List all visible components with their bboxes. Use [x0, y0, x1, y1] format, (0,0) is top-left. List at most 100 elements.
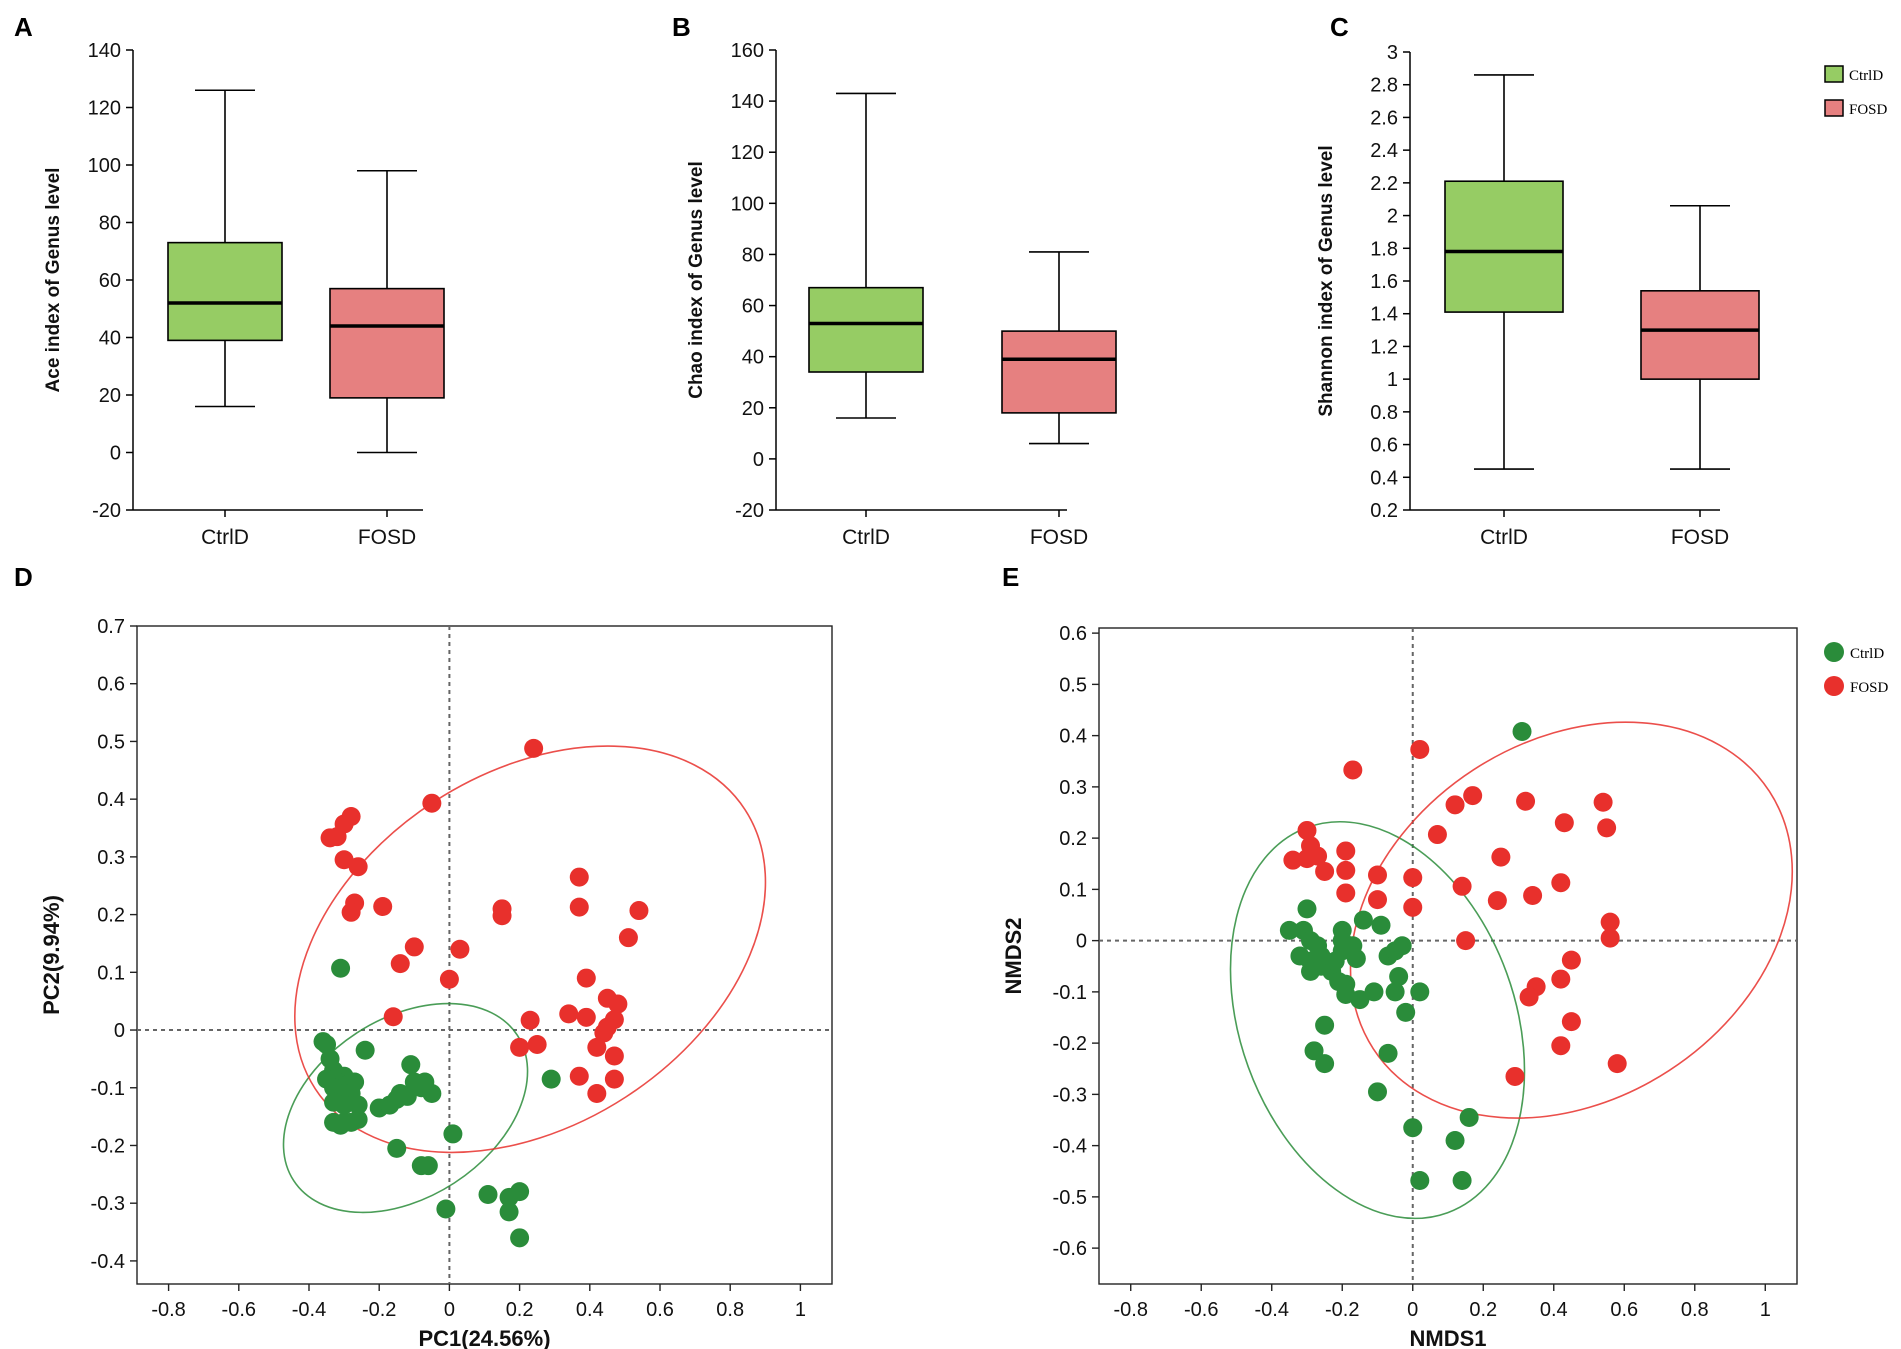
x-tick-label: FOSD — [1671, 526, 1729, 549]
y-tick-label: 1 — [1387, 369, 1398, 391]
data-point-fosd — [348, 857, 368, 877]
data-point-fosd — [1336, 883, 1356, 903]
box-ctrld — [167, 241, 283, 342]
panel-c-boxplot: C 0.2 0.4 0.6 0.8 1 1.2 1.4 1.6 1.8 2 2.2 2.4 2.6 2.8… — [1316, 12, 1760, 549]
y-tick-label: -20 — [735, 500, 764, 522]
panel-label-a: A — [14, 12, 33, 42]
panel-label-b: B — [672, 12, 691, 42]
x-tick-label: -0.6 — [222, 1299, 256, 1321]
data-point-ctrld — [436, 1199, 456, 1219]
y-tick-label: 0.6 — [97, 674, 125, 696]
data-point-ctrld — [443, 1124, 463, 1144]
data-point-fosd — [1297, 849, 1317, 869]
box-fosd — [1001, 330, 1117, 414]
y-tick-label: 40 — [99, 328, 121, 350]
y-tick-label: 0.2 — [97, 905, 125, 927]
data-point-fosd — [1403, 897, 1423, 917]
x-tick-label: 0.2 — [506, 1299, 534, 1321]
data-point-ctrld — [1392, 936, 1412, 956]
data-point-fosd — [1561, 1012, 1581, 1032]
data-point-fosd — [559, 1004, 579, 1024]
y-tick-label: 0.3 — [1059, 777, 1087, 799]
data-point-fosd — [1297, 820, 1317, 840]
data-point-ctrld — [387, 1138, 407, 1158]
data-point-fosd — [1487, 891, 1507, 911]
y-tick-label: 40 — [742, 347, 764, 369]
x-tick-label: 0.2 — [1469, 1299, 1497, 1321]
confidence-ellipse-fosd — [1349, 721, 1794, 1119]
y-tick-label: 0.7 — [97, 616, 125, 638]
y-tick-label: -0.2 — [91, 1135, 125, 1157]
data-point-fosd — [569, 867, 589, 887]
data-point-fosd — [1593, 792, 1613, 812]
data-point-fosd — [604, 1069, 624, 1089]
data-point-fosd — [618, 928, 638, 948]
x-axis-title-e: NMDS1 — [1409, 1326, 1486, 1349]
y-tick-label: 140 — [88, 40, 121, 62]
y-tick-label: 1.2 — [1370, 336, 1398, 358]
y-tick-label: 0.4 — [1059, 726, 1087, 748]
data-point-ctrld — [1315, 1054, 1335, 1074]
data-point-fosd — [1452, 876, 1472, 896]
y-tick-label: 160 — [731, 40, 764, 62]
scatter-legend: CtrlD FOSD — [1824, 642, 1889, 696]
plot-frame-e — [1098, 627, 1798, 1285]
data-point-fosd — [492, 906, 512, 926]
data-point-fosd — [1597, 818, 1617, 838]
data-point-fosd — [1315, 861, 1335, 881]
data-point-ctrld — [1410, 1170, 1430, 1190]
panel-label-d: D — [14, 562, 33, 592]
data-point-fosd — [1367, 865, 1387, 885]
data-point-ctrld — [355, 1040, 375, 1060]
legend-fosd-dot — [1824, 676, 1844, 696]
data-point-fosd — [629, 901, 649, 921]
x-tick-label: 0.6 — [1610, 1299, 1638, 1321]
data-point-fosd — [341, 806, 361, 826]
y-tick-label: -0.5 — [1053, 1187, 1087, 1209]
y-axis-title-b: Chao index of Genus level — [686, 161, 707, 399]
y-tick-label: -0.4 — [91, 1251, 125, 1273]
legend-ctrld-swatch — [1824, 65, 1844, 83]
y-tick-label: 0 — [110, 443, 121, 465]
y-tick-label: 20 — [742, 398, 764, 420]
data-point-fosd — [510, 1037, 530, 1057]
data-point-fosd — [390, 954, 410, 974]
data-point-ctrld — [348, 1095, 368, 1115]
boxplot-legend: CtrlD FOSD — [1824, 65, 1888, 118]
data-point-fosd — [439, 969, 459, 989]
data-point-ctrld — [334, 1095, 354, 1115]
data-point-ctrld — [1315, 1015, 1335, 1035]
data-point-fosd — [1600, 912, 1620, 932]
data-point-ctrld — [1403, 1118, 1423, 1138]
x-tick-label: 0.4 — [576, 1299, 604, 1321]
y-tick-label: 0.4 — [97, 789, 125, 811]
data-point-fosd — [524, 738, 544, 758]
x-tick-label: -0.4 — [1255, 1299, 1289, 1321]
y-tick-label: 100 — [731, 193, 764, 215]
data-point-fosd — [1600, 928, 1620, 948]
x-tick-label: 0.6 — [646, 1299, 674, 1321]
x-tick-label: -0.4 — [292, 1299, 326, 1321]
data-point-fosd — [576, 1007, 596, 1027]
x-tick-label: -0.2 — [362, 1299, 396, 1321]
y-tick-label: 60 — [99, 270, 121, 292]
x-tick-label: -0.8 — [1113, 1299, 1147, 1321]
y-tick-label: 2 — [1387, 206, 1398, 228]
y-tick-label: 120 — [731, 142, 764, 164]
data-point-fosd — [1551, 1036, 1571, 1056]
data-point-ctrld — [478, 1185, 498, 1205]
y-tick-label: -0.6 — [1053, 1238, 1087, 1260]
legend-ctrld-dot — [1824, 642, 1844, 662]
y-tick-label: 80 — [742, 244, 764, 266]
y-tick-label: 0 — [1076, 931, 1087, 953]
y-tick-label: 0.8 — [1370, 402, 1398, 424]
data-point-fosd — [1607, 1054, 1627, 1074]
data-point-ctrld — [1297, 899, 1317, 919]
x-tick-label: 1 — [1760, 1299, 1771, 1321]
y-tick-label: -0.1 — [1053, 982, 1087, 1004]
panel-a-boxplot: A -20 0 20 40 60 80 100 120 140 Ace index of Genu… — [14, 12, 445, 549]
x-tick-label: 0 — [444, 1299, 455, 1321]
y-tick-label: -0.3 — [91, 1193, 125, 1215]
data-point-ctrld — [541, 1069, 561, 1089]
data-point-fosd — [608, 994, 628, 1014]
